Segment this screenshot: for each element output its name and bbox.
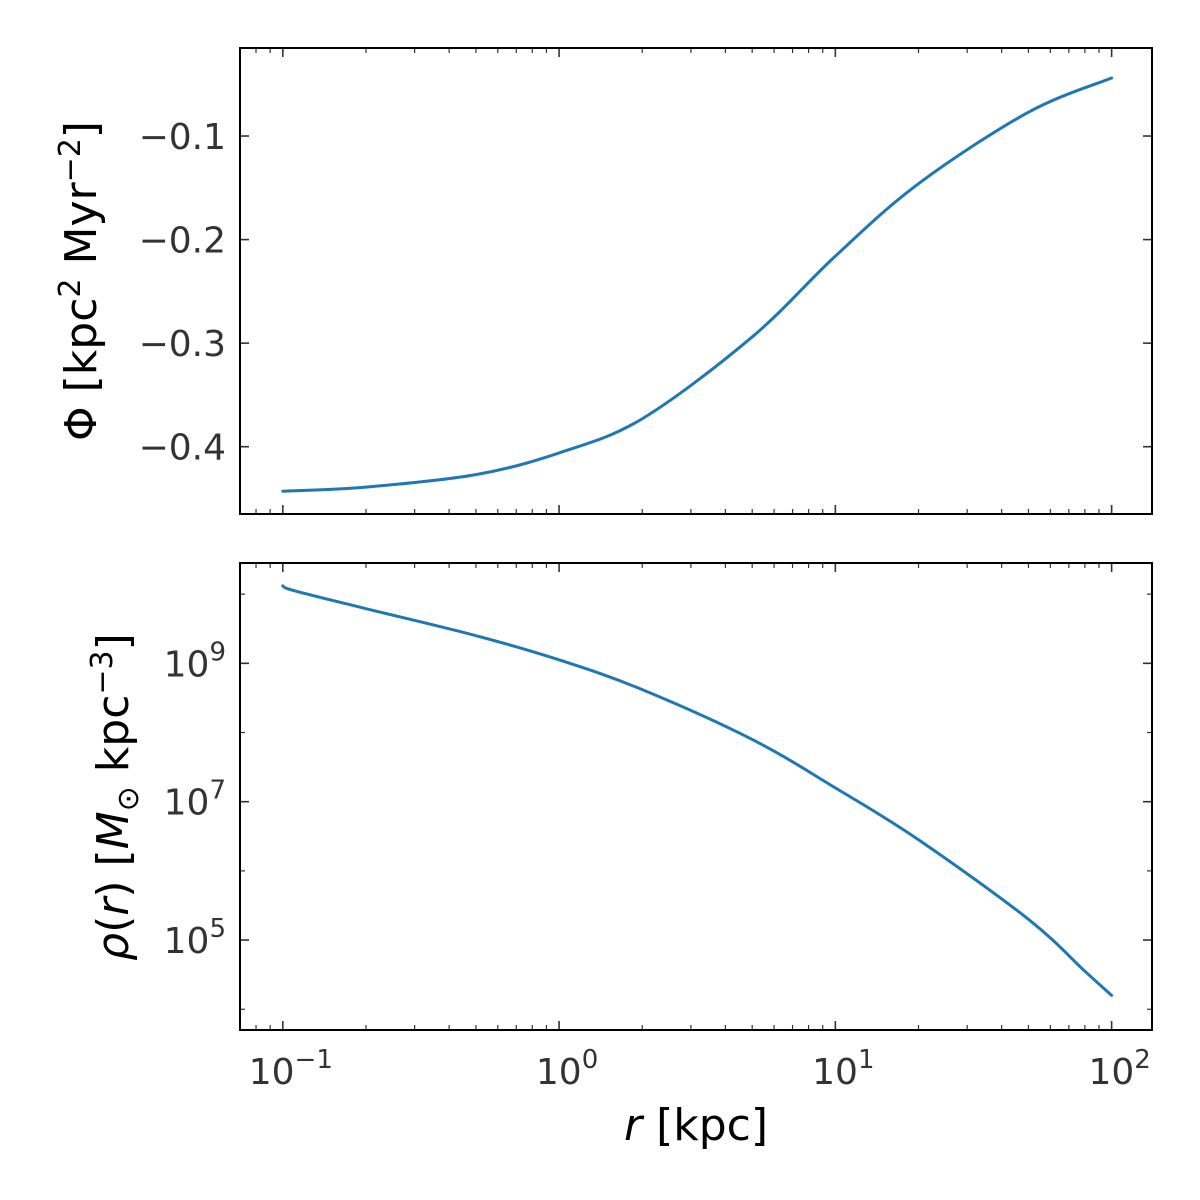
potential-ytick-label: −0.1 (139, 117, 226, 158)
density-ylabel: ρ(r) [M⊙ kpc−3] (85, 633, 146, 961)
density-plot-frame (239, 562, 1153, 1031)
potential-ytick-label: −0.2 (139, 221, 226, 262)
density-xtick-label: 102 (1088, 1045, 1150, 1093)
potential-panel: −0.4 −0.3 −0.2 −0.1 Φ [kpc2 Myr−2] (53, 47, 1153, 515)
potential-ytick-labels: −0.4 −0.3 −0.2 −0.1 (139, 117, 226, 469)
potential-ytick-label: −0.3 (139, 324, 226, 365)
potential-series-line (281, 76, 1114, 493)
density-ytick-label: 105 (164, 914, 226, 962)
density-xtick-label: 10−1 (249, 1045, 333, 1093)
density-series-line (281, 584, 1114, 997)
density-ytick-labels: 105 107 109 (164, 637, 226, 962)
density-ytick-label: 109 (164, 637, 226, 685)
density-xlabel: r [kpc] (624, 1100, 768, 1151)
potential-plot-frame (239, 47, 1153, 515)
potential-ylabel: Φ [kpc2 Myr−2] (53, 121, 107, 441)
density-xtick-labels: 10−1 100 101 102 (249, 1045, 1151, 1093)
potential-ytick-label: −0.4 (139, 428, 226, 469)
density-xtick-label: 101 (812, 1045, 874, 1093)
density-xtick-label: 100 (536, 1045, 598, 1093)
density-ytick-label: 107 (164, 776, 226, 824)
